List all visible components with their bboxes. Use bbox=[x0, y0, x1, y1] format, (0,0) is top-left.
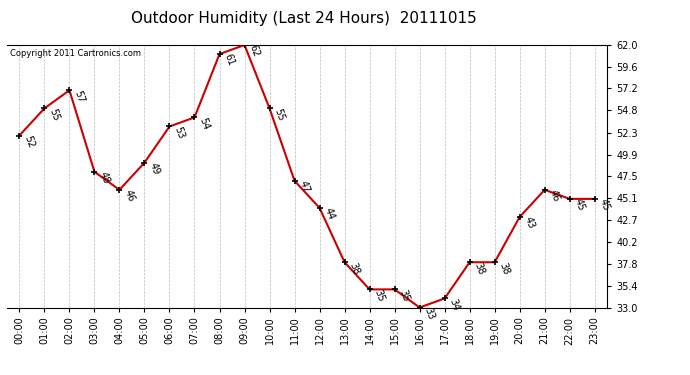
Text: 62: 62 bbox=[247, 44, 261, 58]
Text: Outdoor Humidity (Last 24 Hours)  20111015: Outdoor Humidity (Last 24 Hours) 2011101… bbox=[130, 11, 477, 26]
Text: 52: 52 bbox=[22, 134, 36, 149]
Text: 44: 44 bbox=[322, 207, 336, 222]
Text: 47: 47 bbox=[297, 179, 311, 194]
Text: 33: 33 bbox=[422, 306, 436, 321]
Text: 38: 38 bbox=[473, 261, 486, 276]
Text: 48: 48 bbox=[97, 170, 111, 185]
Text: 34: 34 bbox=[447, 297, 461, 312]
Text: 35: 35 bbox=[373, 288, 386, 303]
Text: 38: 38 bbox=[347, 261, 361, 276]
Text: 45: 45 bbox=[573, 198, 586, 213]
Text: 38: 38 bbox=[497, 261, 511, 276]
Text: 55: 55 bbox=[47, 107, 61, 122]
Text: 46: 46 bbox=[122, 189, 136, 203]
Text: 45: 45 bbox=[598, 198, 611, 213]
Text: 61: 61 bbox=[222, 53, 236, 68]
Text: 35: 35 bbox=[397, 288, 411, 303]
Text: 53: 53 bbox=[172, 125, 186, 140]
Text: 55: 55 bbox=[273, 107, 286, 122]
Text: 57: 57 bbox=[72, 89, 86, 104]
Text: 49: 49 bbox=[147, 161, 161, 176]
Text: 43: 43 bbox=[522, 216, 536, 231]
Text: 54: 54 bbox=[197, 116, 211, 131]
Text: 46: 46 bbox=[547, 189, 561, 203]
Text: Copyright 2011 Cartronics.com: Copyright 2011 Cartronics.com bbox=[10, 49, 141, 58]
